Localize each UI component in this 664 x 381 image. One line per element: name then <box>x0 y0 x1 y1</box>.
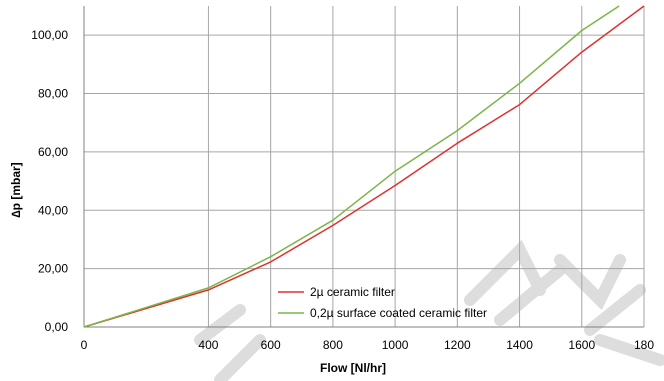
x-axis-tick-labels: 0 400 600 800 1000 1200 1400 1600 180 <box>81 338 655 352</box>
legend-label-1: 2µ ceramic filter <box>310 285 395 299</box>
x-tick-label: 1600 <box>568 338 595 352</box>
y-tick-label: 0,00 <box>45 320 69 334</box>
x-tick-label: 1200 <box>444 338 471 352</box>
x-axis-title: Flow [Nl/hr] <box>320 361 386 375</box>
x-tick-label: 800 <box>323 338 343 352</box>
y-tick-label: 20,00 <box>38 262 68 276</box>
x-tick-label: 0 <box>81 338 88 352</box>
y-tick-label: 80,00 <box>38 87 68 101</box>
y-axis-title: ∆p [mbar] <box>9 162 23 217</box>
y-axis-tick-labels: 0,00 20,00 40,00 60,00 80,00 100,00 <box>31 28 68 334</box>
watermark <box>194 239 664 381</box>
x-tick-label: 400 <box>198 338 218 352</box>
grid-lines <box>84 6 645 327</box>
y-tick-label: 100,00 <box>31 28 68 42</box>
axes <box>83 6 644 328</box>
legend-label-2: 0,2µ surface coated ceramic filter <box>310 306 487 320</box>
series-line-2 <box>83 5 620 328</box>
y-tick-label: 60,00 <box>38 145 68 159</box>
legend: 2µ ceramic filter 0,2µ surface coated cer… <box>278 285 487 320</box>
series-layer <box>83 5 645 328</box>
x-tick-label: 600 <box>261 338 281 352</box>
x-tick-label: 1000 <box>382 338 409 352</box>
y-tick-label: 40,00 <box>38 203 68 217</box>
x-tick-label: 1400 <box>506 338 533 352</box>
series-line-1 <box>83 5 645 328</box>
x-tick-label: 180 <box>634 338 654 352</box>
